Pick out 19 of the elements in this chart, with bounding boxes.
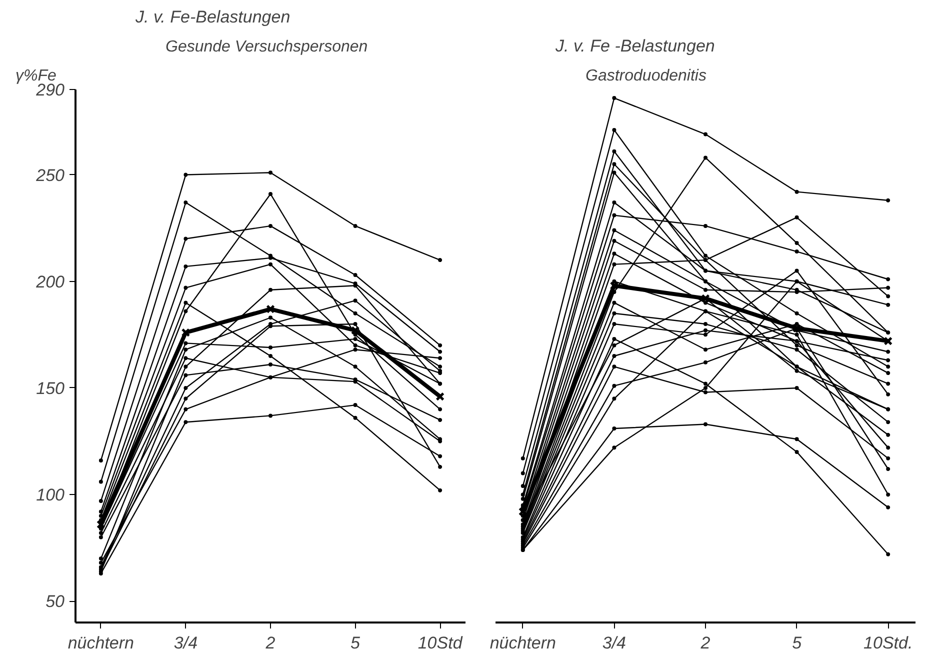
chart-title: J. v. Fe-Belastungen (134, 8, 290, 26)
x-tick-label: 2 (264, 634, 276, 652)
x-tick-label: 3/4 (174, 634, 198, 652)
chart-subtitle: Gastroduodenitis (586, 68, 706, 84)
x-tick-label: nüchtern (68, 634, 134, 652)
chart-subtitle: Gesunde Versuchspersonen (166, 38, 368, 56)
chart-title: J. v. Fe -Belastungen (554, 36, 715, 56)
x-tick-label: 3/4 (602, 634, 626, 652)
x-tick-label: 10Std. (864, 634, 913, 652)
x-tick-label: 5 (792, 634, 802, 652)
y-tick-label: 150 (36, 378, 66, 398)
x-tick-label: 10Std (418, 634, 463, 652)
y-tick-label: 250 (35, 166, 66, 185)
x-tick-label: 5 (350, 634, 361, 652)
y-tick-label: 100 (36, 486, 66, 505)
y-tick-label: 200 (35, 272, 66, 292)
y-tick-label: 50 (46, 592, 66, 612)
x-tick-label: 2 (700, 634, 711, 652)
x-tick-label: nüchtern (490, 634, 556, 652)
